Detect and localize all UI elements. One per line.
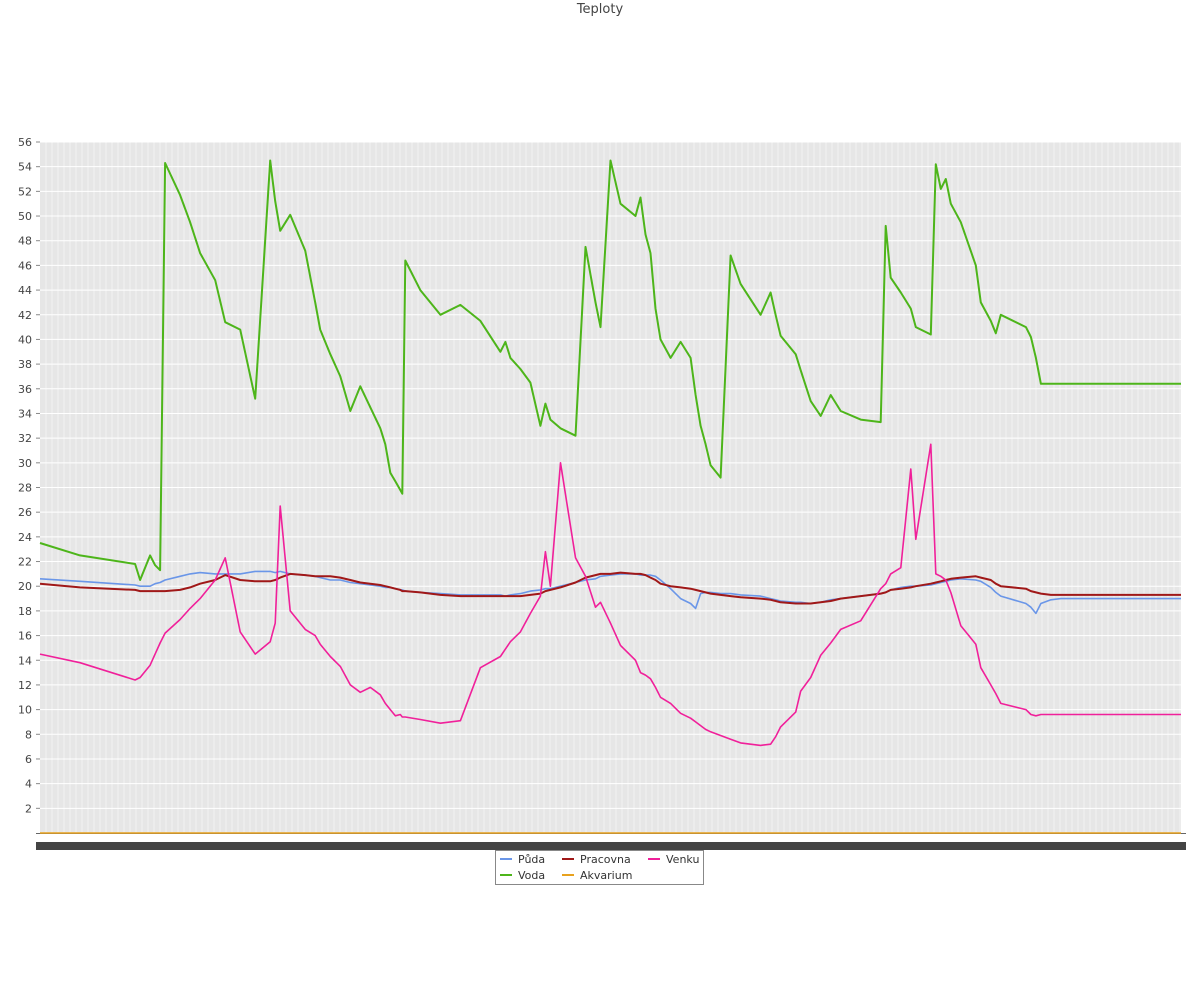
y-gridlines — [40, 141, 1181, 809]
y-tick-label: 50 — [18, 210, 32, 223]
legend-item-venku: Venku — [648, 853, 699, 867]
x-axis-label-band — [36, 842, 1186, 850]
y-tick-label: 56 — [18, 136, 32, 149]
y-tick-label: 38 — [18, 358, 32, 371]
legend-label-puda: Půda — [518, 853, 546, 866]
y-tick-label: 6 — [25, 753, 32, 766]
legend-item-voda: Voda — [500, 869, 545, 883]
y-tick-label: 26 — [18, 506, 32, 519]
legend-label-akvarium: Akvarium — [580, 869, 633, 882]
y-tick-label: 46 — [18, 259, 32, 272]
y-tick-label: 30 — [18, 457, 32, 470]
y-tick-label: 44 — [18, 284, 32, 297]
y-tick-label: 10 — [18, 704, 32, 717]
y-tick-label: 8 — [25, 728, 32, 741]
y-tick-label: 4 — [25, 778, 32, 791]
y-tick-label: 34 — [18, 407, 32, 420]
y-tick-label: 16 — [18, 630, 32, 643]
legend-label-pracovna: Pracovna — [580, 853, 631, 866]
series-line-voda — [39, 159, 1181, 581]
y-tick-label: 14 — [18, 654, 32, 667]
y-tick-label: 48 — [18, 235, 32, 248]
chart-title: Teploty — [576, 2, 624, 17]
legend-swatch-voda — [500, 874, 512, 876]
y-tick-label: 40 — [18, 333, 32, 346]
y-tick-label: 20 — [18, 580, 32, 593]
legend-label-venku: Venku — [666, 853, 700, 866]
legend-swatch-puda — [500, 858, 512, 860]
y-tick-label: 36 — [18, 383, 32, 396]
y-tick-label: 2 — [25, 802, 32, 815]
legend-swatch-pracovna — [562, 858, 574, 860]
legend-item-akvarium: Akvarium — [562, 869, 632, 883]
series-line-venku — [39, 443, 1181, 747]
y-tick-label: 52 — [18, 185, 32, 198]
y-tick-label: 18 — [18, 605, 32, 618]
chart-legend: Půda Pracovna Venku Voda Akvarium — [495, 850, 704, 885]
legend-item-pracovna: Pracovna — [562, 853, 631, 867]
y-tick-label: 22 — [18, 556, 32, 569]
series-layer — [39, 159, 1181, 834]
legend-swatch-akvarium — [562, 874, 574, 876]
series-line-pracovna — [39, 571, 1181, 605]
y-tick-label: 42 — [18, 309, 32, 322]
y-tick-label: 28 — [18, 482, 32, 495]
y-axis-ticks: 2468101214161820222426283032343638404244… — [18, 136, 40, 815]
y-tick-label: 32 — [18, 432, 32, 445]
legend-swatch-venku — [648, 858, 660, 860]
legend-label-voda: Voda — [518, 869, 546, 882]
legend-item-puda: Půda — [500, 853, 545, 867]
y-tick-label: 12 — [18, 679, 32, 692]
y-tick-label: 54 — [18, 161, 32, 174]
y-tick-label: 24 — [18, 531, 32, 544]
